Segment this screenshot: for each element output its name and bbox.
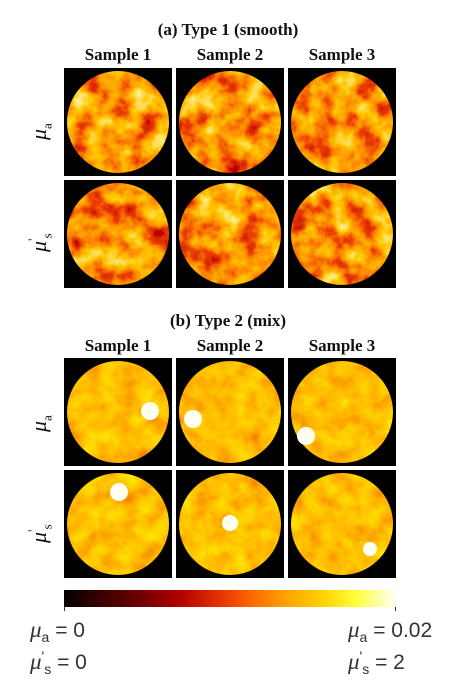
inclusion bbox=[110, 483, 128, 501]
inclusion bbox=[141, 402, 159, 420]
row-label-mu-a: μa bbox=[26, 415, 55, 432]
map-type2-mus-sample2 bbox=[176, 470, 284, 578]
section-b-title: (b) Type 2 (mix) bbox=[169, 311, 286, 330]
map-type1-mua-sample3 bbox=[288, 68, 396, 176]
column-header: Sample 2 bbox=[196, 336, 264, 355]
map-type2-mus-sample3 bbox=[288, 470, 396, 578]
column-header: Sample 3 bbox=[308, 45, 376, 64]
map-type2-mua-sample3 bbox=[288, 358, 396, 466]
row-label-mu-s: μ's bbox=[26, 524, 55, 543]
map-texture bbox=[291, 473, 393, 575]
section-a-title: (a) Type 1 (smooth) bbox=[157, 20, 299, 39]
colorbar-tick bbox=[395, 607, 396, 611]
map-texture bbox=[291, 361, 393, 463]
colorbar-max-mus: μ's = 2 bbox=[348, 648, 405, 678]
map-type2-mua-sample1 bbox=[64, 358, 172, 466]
map-texture bbox=[179, 183, 281, 285]
map-type1-mus-sample2 bbox=[176, 180, 284, 288]
inclusion bbox=[222, 515, 238, 531]
map-type1-mus-sample1 bbox=[64, 180, 172, 288]
row-label-mu-s: μ's bbox=[26, 233, 55, 252]
map-texture bbox=[291, 183, 393, 285]
map-texture bbox=[67, 71, 169, 173]
map-type2-mus-sample1 bbox=[64, 470, 172, 578]
map-type1-mua-sample1 bbox=[64, 68, 172, 176]
colorbar-min-mua: μa = 0 bbox=[30, 617, 85, 646]
column-header: Sample 1 bbox=[84, 45, 152, 64]
column-header: Sample 2 bbox=[196, 45, 264, 64]
colorbar-max-mua: μa = 0.02 bbox=[348, 617, 433, 646]
map-texture bbox=[67, 183, 169, 285]
column-header: Sample 1 bbox=[84, 336, 152, 355]
row-label-mu-a: μa bbox=[26, 123, 55, 140]
colorbar-tick bbox=[64, 607, 65, 611]
colorbar-min-mus: μ's = 0 bbox=[30, 648, 87, 678]
colorbar bbox=[64, 590, 396, 607]
map-type1-mus-sample3 bbox=[288, 180, 396, 288]
map-type1-mua-sample2 bbox=[176, 68, 284, 176]
inclusion bbox=[184, 410, 202, 428]
column-header: Sample 3 bbox=[308, 336, 376, 355]
inclusion bbox=[297, 427, 315, 445]
map-texture bbox=[179, 71, 281, 173]
map-type2-mua-sample2 bbox=[176, 358, 284, 466]
inclusion bbox=[363, 542, 377, 556]
map-texture bbox=[291, 71, 393, 173]
